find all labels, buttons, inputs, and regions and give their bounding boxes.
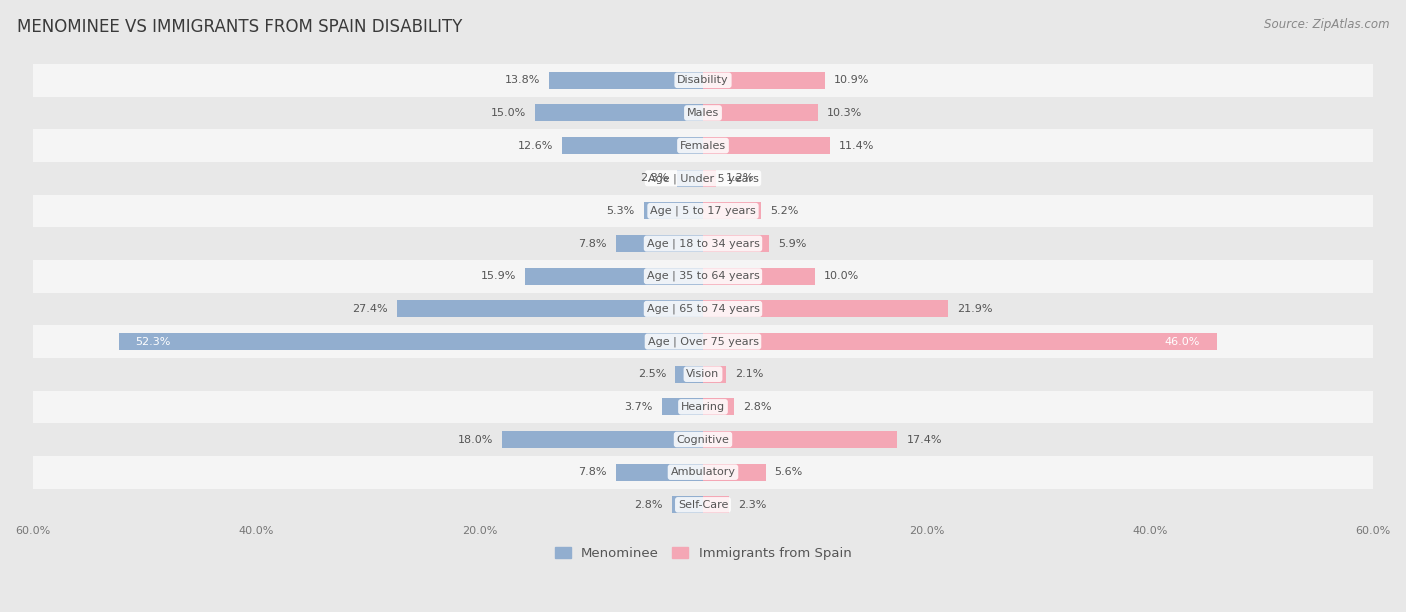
Text: 15.0%: 15.0% (491, 108, 526, 118)
Text: 13.8%: 13.8% (505, 75, 540, 85)
Bar (32, 358, 1374, 390)
Bar (32, 325, 1374, 358)
Bar (703, 235, 769, 252)
Bar (644, 203, 703, 220)
Bar (703, 366, 727, 382)
Text: 21.9%: 21.9% (956, 304, 993, 314)
Bar (32, 162, 1374, 195)
Text: 1.2%: 1.2% (725, 173, 754, 183)
Text: Males: Males (688, 108, 718, 118)
Text: 5.6%: 5.6% (775, 467, 803, 477)
Text: Age | Under 5 years: Age | Under 5 years (648, 173, 758, 184)
Bar (703, 203, 761, 220)
Legend: Menominee, Immigrants from Spain: Menominee, Immigrants from Spain (550, 541, 856, 565)
Bar (32, 488, 1374, 521)
Bar (32, 293, 1374, 325)
Text: Disability: Disability (678, 75, 728, 85)
Bar (616, 464, 703, 480)
Bar (32, 64, 1374, 97)
Bar (678, 170, 703, 187)
Bar (32, 227, 1374, 260)
Bar (703, 137, 831, 154)
Text: 10.3%: 10.3% (827, 108, 862, 118)
Bar (703, 300, 948, 318)
Bar (672, 496, 703, 513)
Bar (703, 398, 734, 416)
Text: Source: ZipAtlas.com: Source: ZipAtlas.com (1264, 18, 1389, 31)
Bar (32, 456, 1374, 488)
Bar (396, 300, 703, 318)
Bar (32, 390, 1374, 423)
Text: Self-Care: Self-Care (678, 500, 728, 510)
Text: 2.8%: 2.8% (634, 500, 662, 510)
Text: 3.7%: 3.7% (624, 402, 652, 412)
Bar (703, 431, 897, 448)
Text: 5.3%: 5.3% (606, 206, 636, 216)
Text: 7.8%: 7.8% (578, 467, 607, 477)
Text: 2.1%: 2.1% (735, 369, 763, 379)
Bar (703, 170, 717, 187)
Bar (118, 333, 703, 350)
Text: 52.3%: 52.3% (135, 337, 170, 346)
Text: 2.3%: 2.3% (640, 173, 668, 183)
Bar (675, 366, 703, 382)
Text: 2.8%: 2.8% (744, 402, 772, 412)
Bar (616, 235, 703, 252)
Text: 15.9%: 15.9% (481, 271, 516, 282)
Text: Age | 18 to 34 years: Age | 18 to 34 years (647, 238, 759, 249)
Text: Hearing: Hearing (681, 402, 725, 412)
Bar (32, 260, 1374, 293)
Text: Vision: Vision (686, 369, 720, 379)
Text: 5.2%: 5.2% (770, 206, 799, 216)
Text: 11.4%: 11.4% (839, 141, 875, 151)
Bar (32, 423, 1374, 456)
Text: MENOMINEE VS IMMIGRANTS FROM SPAIN DISABILITY: MENOMINEE VS IMMIGRANTS FROM SPAIN DISAB… (17, 18, 463, 36)
Text: Ambulatory: Ambulatory (671, 467, 735, 477)
Text: 2.3%: 2.3% (738, 500, 766, 510)
Bar (526, 267, 703, 285)
Bar (703, 72, 825, 89)
Text: Age | 35 to 64 years: Age | 35 to 64 years (647, 271, 759, 282)
Bar (703, 105, 818, 121)
Text: Age | 5 to 17 years: Age | 5 to 17 years (650, 206, 756, 216)
Text: Cognitive: Cognitive (676, 435, 730, 444)
Bar (32, 97, 1374, 129)
Text: 46.0%: 46.0% (1164, 337, 1201, 346)
Text: Age | 65 to 74 years: Age | 65 to 74 years (647, 304, 759, 314)
Bar (32, 195, 1374, 227)
Text: Age | Over 75 years: Age | Over 75 years (648, 337, 758, 347)
Text: 10.0%: 10.0% (824, 271, 859, 282)
Text: 27.4%: 27.4% (353, 304, 388, 314)
Bar (548, 72, 703, 89)
Text: 7.8%: 7.8% (578, 239, 607, 248)
Bar (502, 431, 703, 448)
Text: 5.9%: 5.9% (778, 239, 806, 248)
Text: 10.9%: 10.9% (834, 75, 869, 85)
Bar (703, 496, 728, 513)
Bar (703, 333, 1218, 350)
Text: 2.5%: 2.5% (638, 369, 666, 379)
Bar (536, 105, 703, 121)
Text: Females: Females (681, 141, 725, 151)
Text: 18.0%: 18.0% (457, 435, 494, 444)
Text: 17.4%: 17.4% (907, 435, 942, 444)
Bar (32, 129, 1374, 162)
Bar (703, 267, 814, 285)
Bar (662, 398, 703, 416)
Bar (562, 137, 703, 154)
Bar (703, 464, 766, 480)
Text: 12.6%: 12.6% (517, 141, 554, 151)
